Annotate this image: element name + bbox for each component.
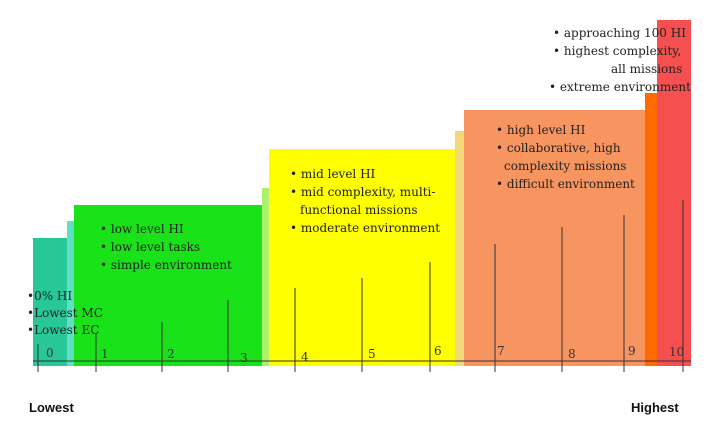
block-text-line: •0% HI: [27, 289, 72, 303]
tick-label-0: 0: [46, 346, 54, 360]
block-text-line: •Lowest EC: [27, 323, 99, 337]
block-text-mid: • mid level HI • mid complexity, multi- …: [290, 167, 440, 235]
block-text-line: • highest complexity,: [553, 44, 681, 58]
block-text-line: • extreme environment: [549, 80, 691, 94]
tick-label-3: 3: [240, 351, 248, 365]
block-text-low: • low level HI • low level tasks • simpl…: [100, 222, 232, 272]
block-teal: [33, 238, 67, 366]
block-text-line: • mid level HI: [290, 167, 376, 181]
block-green: [74, 205, 262, 366]
tick-labels: 0 1 2 3 4 5 6 7 8 9 10: [46, 344, 684, 365]
tick-label-2: 2: [167, 347, 175, 361]
block-text-line: • moderate environment: [290, 221, 440, 235]
block-text-line: functional missions: [300, 203, 418, 217]
tick-label-5: 5: [368, 347, 376, 361]
block-red: [657, 20, 691, 366]
block-text-line: •Lowest MC: [27, 306, 103, 320]
block-text-extreme: • approaching 100 HI • highest complexit…: [549, 26, 691, 94]
block-orange-step: [645, 93, 657, 366]
block-green-step: [262, 188, 269, 366]
block-teal-step: [67, 221, 74, 366]
block-text-line: • low level tasks: [100, 240, 200, 254]
tick-label-4: 4: [301, 350, 309, 364]
scale-low-label: Lowest: [29, 400, 74, 415]
block-text-line: • approaching 100 HI: [553, 26, 686, 40]
tick-label-10: 10: [669, 345, 684, 359]
block-orange: [464, 110, 645, 366]
tick-label-7: 7: [497, 344, 505, 358]
block-text-line: • mid complexity, multi-: [290, 185, 435, 199]
block-text-line: all missions: [611, 62, 682, 76]
tick-marks: [37, 200, 684, 372]
tick-label-6: 6: [434, 344, 442, 358]
tick-label-8: 8: [568, 347, 576, 361]
block-text-line: • simple environment: [100, 258, 232, 272]
block-text-line: complexity missions: [504, 159, 626, 173]
tick-label-1: 1: [101, 347, 109, 361]
block-text-level-0: •0% HI •Lowest MC •Lowest EC: [27, 289, 103, 337]
block-text-line: • difficult environment: [496, 177, 635, 191]
block-yellow-step: [455, 131, 464, 366]
scale-high-label: Highest: [631, 400, 679, 415]
block-text-line: • collaborative, high: [496, 141, 621, 155]
block-text-line: • low level HI: [100, 222, 184, 236]
block-text-line: • high level HI: [496, 123, 586, 137]
tick-label-9: 9: [628, 344, 636, 358]
block-text-high: • high level HI • collaborative, high co…: [496, 123, 635, 191]
